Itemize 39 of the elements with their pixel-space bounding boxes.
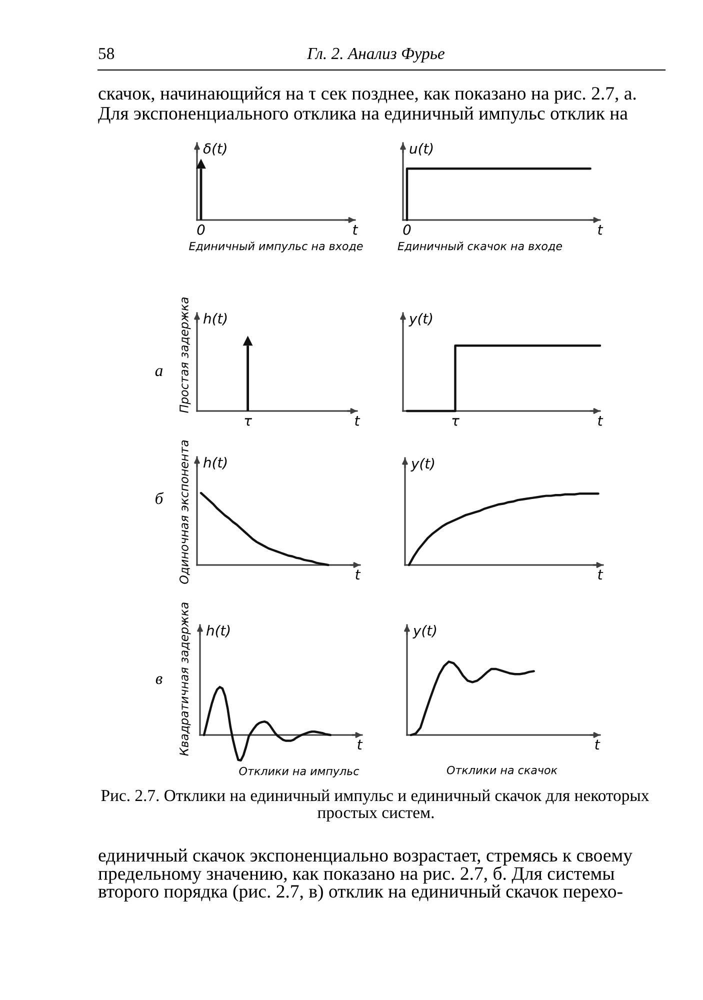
x-axis-title: t [356, 570, 361, 580]
x-tick-label: t [598, 416, 604, 426]
text: Одиночная экспонента [179, 440, 190, 584]
text: Отклики на скачок [446, 766, 558, 774]
text: в [156, 676, 162, 684]
text: Простая задержка [180, 298, 191, 413]
x-tick-label: 0 [197, 224, 205, 235]
text: единичный скачок экспоненциально возрастает, стремясь к своему [98, 848, 632, 866]
text: Гл. 2. Анализ Фурье [306, 48, 445, 63]
text: Отклики на импульс [239, 766, 360, 778]
y-axis-title: h(t) [206, 625, 230, 638]
y-axis-title: y(t) [412, 625, 436, 638]
y-axis-title: u(t) [410, 143, 433, 156]
x-tick-label: 0 [403, 224, 411, 235]
x-tick-label: τ [244, 418, 252, 426]
x-tick-label: t [598, 224, 604, 235]
text: Рис. 2.7. Отклики на единичный импульс и единичный скачок для некоторых [101, 790, 650, 805]
x-axis-title: t [595, 740, 600, 750]
y-axis-title: h(t) [203, 313, 227, 326]
text: второго порядка (рис. 2.7, в) отклик на единичный скачок перехо- [98, 884, 622, 902]
y-axis-title: δ(t) [203, 143, 226, 156]
x-tick-label: τ [452, 418, 460, 426]
text: предельному значению, как показано на рис. 2.7, б. Для системы [98, 866, 614, 884]
x-axis-title: t [358, 740, 363, 750]
text: простых систем. [318, 810, 434, 822]
text: а [155, 368, 163, 376]
text: скачок, начинающийся на τ сек позднее, как показано на рис. 2.7, а. [98, 86, 636, 104]
x-tick-label: t [355, 416, 360, 426]
text: 58 [98, 48, 114, 60]
text: б [156, 492, 164, 504]
x-axis-title: t [598, 570, 604, 580]
y-axis-title: y(t) [410, 458, 434, 472]
x-tick-label: t [353, 224, 358, 235]
text: Единичный импульс на входе [189, 242, 363, 252]
y-axis-title: y(t) [408, 313, 432, 326]
y-axis-title: h(t) [203, 457, 227, 470]
text: Для экспоненциального отклика на единичный импульс отклик на [98, 106, 628, 124]
text: Единичный скачок на входе [398, 242, 562, 252]
text: Квадратичная задержка [180, 602, 191, 756]
